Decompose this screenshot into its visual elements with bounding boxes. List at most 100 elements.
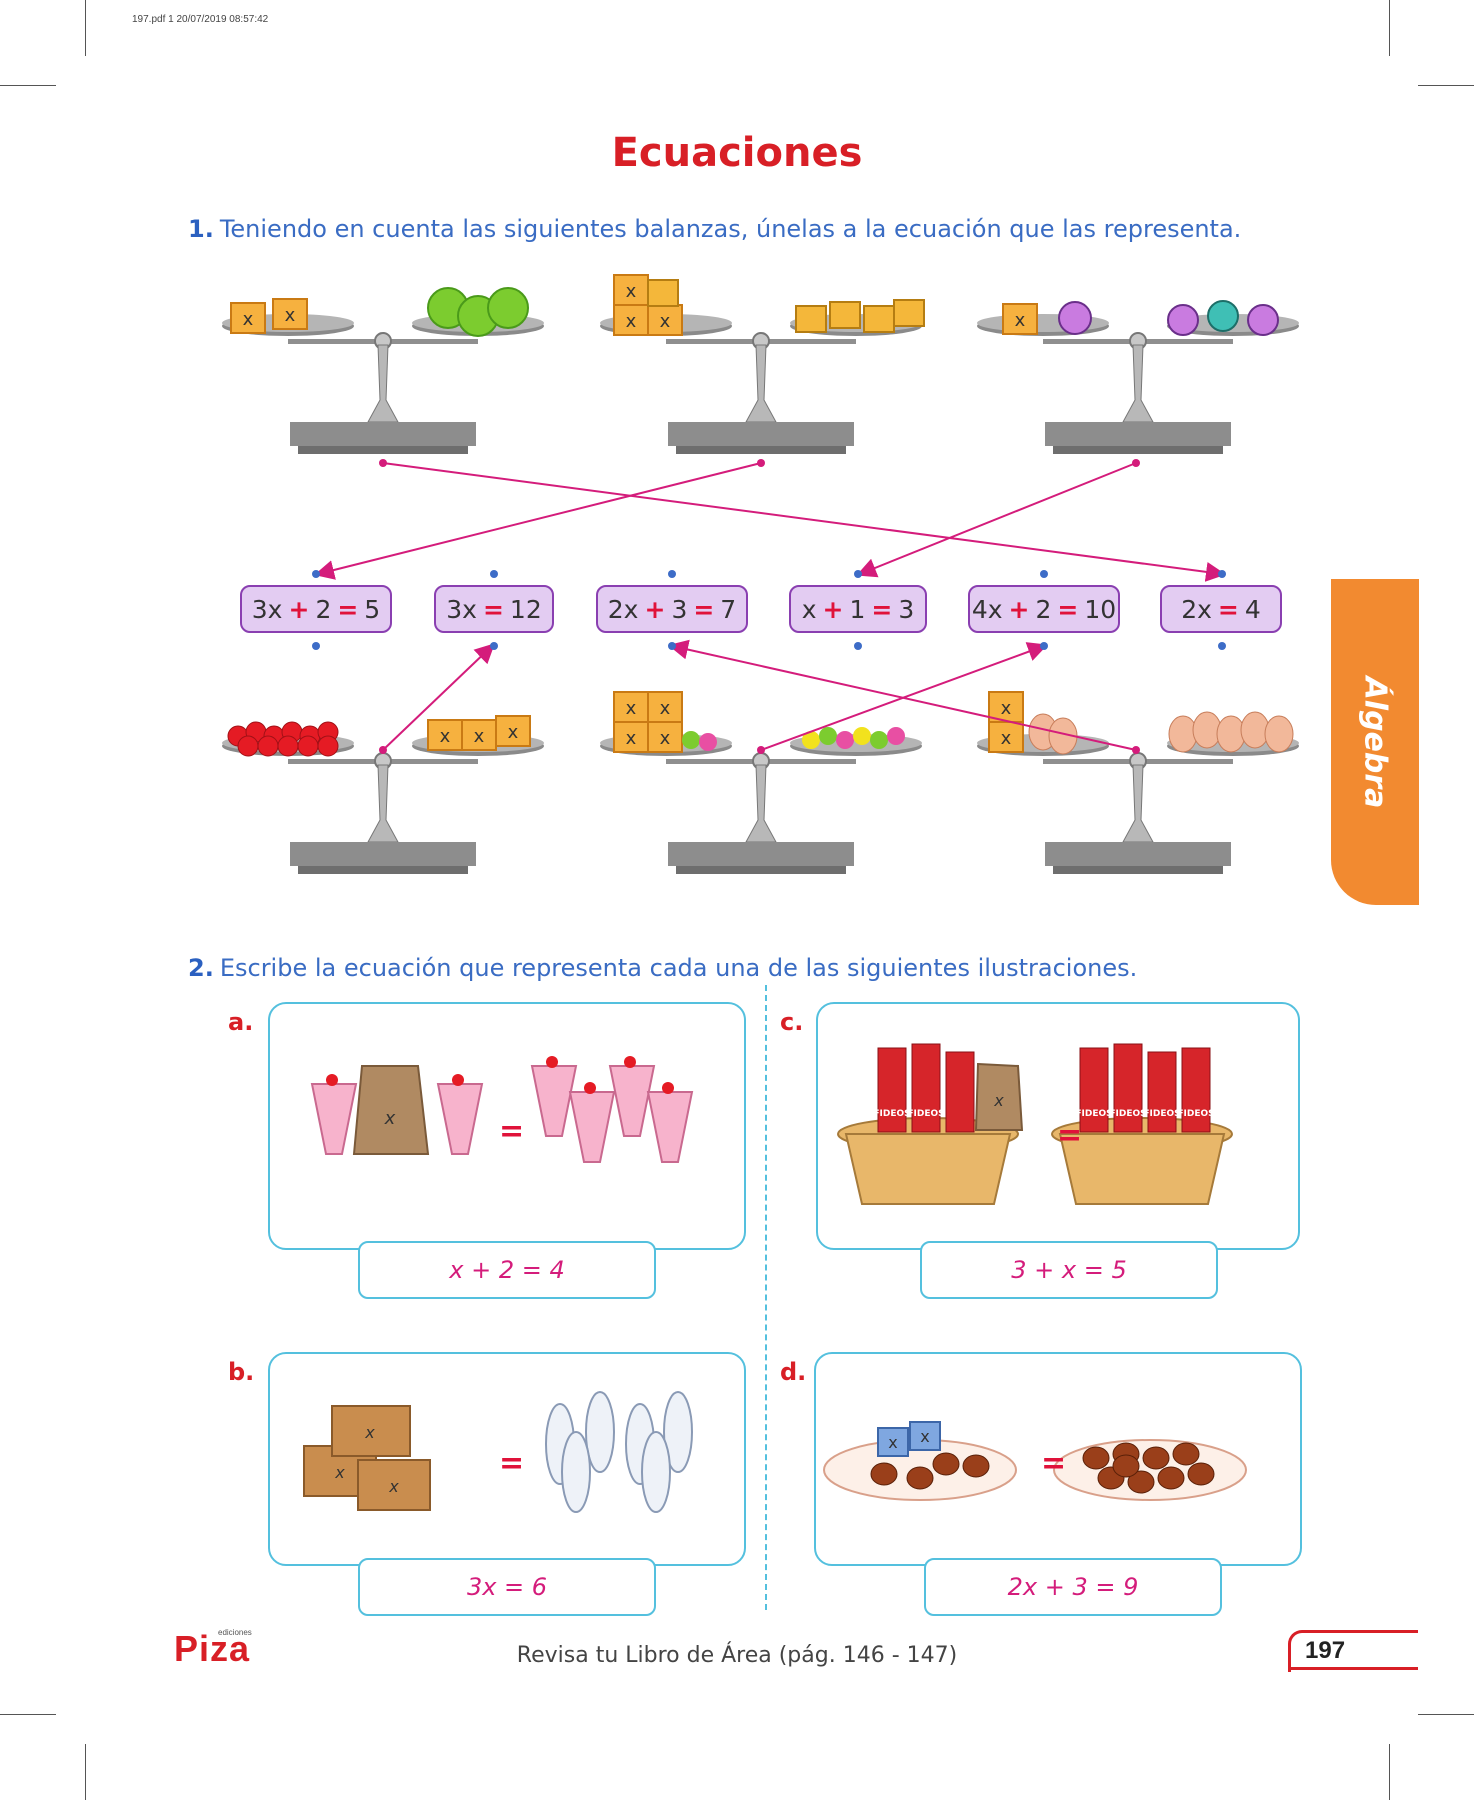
equals-sign: =: [482, 594, 504, 624]
illustration-panel-c: FIDEOS FIDEOS FIDEOS FIDEOS FIDEOS FIDEO…: [816, 1002, 1300, 1250]
equals-sign: =: [1041, 1446, 1067, 1481]
connector-dot[interactable]: [1040, 570, 1048, 578]
equation-term: 2x: [1181, 594, 1212, 624]
equals-sign: =: [871, 594, 893, 624]
equation-box[interactable]: 3x = 12: [434, 585, 554, 633]
equation-box[interactable]: 4x + 2 = 10: [968, 585, 1120, 633]
milkshakes-illustration: x: [310, 1056, 694, 1163]
footer-reference: Revisa tu Libro de Área (pág. 146 - 147): [516, 1643, 958, 1668]
crop-mark: [0, 1714, 56, 1715]
item-letter-b: b.: [228, 1358, 255, 1386]
exercise-2-instruction: 2. Escribe la ecuación que representa cad…: [188, 954, 1137, 982]
equation-term: 12: [509, 594, 542, 624]
equation-term: 4: [1244, 594, 1261, 624]
box-x-label: x: [388, 1477, 399, 1496]
plus-sign: +: [1008, 594, 1030, 624]
item-letter-c: c.: [780, 1008, 804, 1036]
connector-dot[interactable]: [854, 570, 862, 578]
illustration-panel-a: x: [268, 1002, 746, 1250]
balance-5: [599, 691, 923, 875]
balance-2: [599, 274, 925, 455]
acorns-illustration: x x: [823, 1421, 1247, 1501]
boxes-bowling-illustration: x x x: [303, 1391, 693, 1513]
answer-box-d[interactable]: 2x + 3 = 9: [924, 1558, 1222, 1616]
equation-term: 4x: [971, 594, 1003, 624]
exercise-1-number: 1.: [188, 215, 214, 243]
exercise-2-number: 2.: [188, 954, 214, 982]
equation-term: 10: [1084, 594, 1117, 624]
connector-dot[interactable]: [1218, 570, 1226, 578]
balance-4: [221, 715, 545, 875]
connector-dot[interactable]: [312, 642, 320, 650]
fideos-label: FIDEOS: [1143, 1109, 1180, 1119]
equation-box[interactable]: 2x = 4: [1160, 585, 1282, 633]
page-number: 197: [1288, 1630, 1418, 1672]
bag-x-label: x: [384, 1108, 396, 1129]
box-x-label: x: [364, 1423, 375, 1442]
equation-box[interactable]: 2x + 3 = 7: [596, 585, 748, 633]
answer-box-b[interactable]: 3x = 6: [358, 1558, 656, 1616]
crop-mark: [0, 85, 56, 86]
connector-dot[interactable]: [1218, 642, 1226, 650]
page-title: Ecuaciones: [611, 130, 863, 176]
item-letter-d: d.: [780, 1358, 807, 1386]
balance-3: [976, 300, 1300, 455]
equation-term: 7: [720, 594, 737, 624]
equation-box[interactable]: 3x + 2 = 5: [240, 585, 392, 633]
equation-term: 1: [849, 594, 866, 624]
equation-term: 2x: [607, 594, 639, 624]
connector-dot[interactable]: [854, 642, 862, 650]
exercise-2-text: Escribe la ecuación que representa cada …: [219, 954, 1138, 982]
publisher-logo: Piza: [174, 1628, 251, 1669]
section-tab-label: Álgebra: [1357, 676, 1393, 808]
connector-line: [856, 462, 1137, 578]
crop-mark: [1389, 0, 1390, 56]
fideos-label: FIDEOS: [1177, 1109, 1214, 1119]
fideos-label: FIDEOS: [907, 1109, 944, 1119]
equation-term: 3x: [446, 594, 477, 624]
section-tab: [1331, 579, 1419, 905]
fideos-label: FIDEOS: [1075, 1109, 1112, 1119]
plus-sign: +: [288, 594, 310, 624]
equals-sign: =: [693, 594, 715, 624]
exercise-1-instruction: 1. Teniendo en cuenta las siguientes bala…: [188, 215, 1241, 243]
item-letter-a: a.: [228, 1008, 254, 1036]
answer-box-c[interactable]: 3 + x = 5: [920, 1241, 1218, 1299]
plus-sign: +: [644, 594, 666, 624]
crop-mark: [1418, 85, 1474, 86]
connector-dot[interactable]: [1040, 642, 1048, 650]
connector-dot[interactable]: [490, 642, 498, 650]
box-x-label: x: [920, 1427, 929, 1446]
connector-dot[interactable]: [668, 642, 676, 650]
publisher-logo-sub: ediciones: [218, 1628, 252, 1637]
equation-term: 5: [364, 594, 381, 624]
equals-sign: =: [1217, 594, 1239, 624]
equation-term: 3: [898, 594, 915, 624]
answer-box-a[interactable]: x + 2 = 4: [358, 1241, 656, 1299]
equals-sign: =: [499, 1114, 525, 1149]
connector-dot[interactable]: [312, 570, 320, 578]
bag-x-label: x: [993, 1091, 1004, 1110]
crop-mark: [85, 0, 86, 56]
box-x-label: x: [334, 1463, 345, 1482]
balance-6: [976, 691, 1300, 875]
baskets-illustration: FIDEOS FIDEOS FIDEOS FIDEOS FIDEOS FIDEO…: [837, 1043, 1233, 1205]
equation-term: 2: [315, 594, 332, 624]
connector-line: [314, 462, 762, 580]
equals-sign: =: [337, 594, 359, 624]
box-x-label: x: [888, 1433, 897, 1452]
fideos-label: FIDEOS: [873, 1109, 910, 1119]
crop-mark: [1389, 1744, 1390, 1800]
plus-sign: +: [822, 594, 844, 624]
equals-sign: =: [1057, 594, 1079, 624]
equation-box[interactable]: x + 1 = 3: [789, 585, 927, 633]
equals-sign: =: [1057, 1118, 1083, 1153]
connector-dot[interactable]: [490, 570, 498, 578]
balance-1: [221, 287, 545, 455]
connector-dot[interactable]: [668, 570, 676, 578]
fideos-label: FIDEOS: [1109, 1109, 1146, 1119]
equation-term: 3: [671, 594, 688, 624]
print-metadata: 197.pdf 1 20/07/2019 08:57:42: [132, 14, 269, 25]
equation-term: 3x: [251, 594, 283, 624]
crop-mark: [1418, 1714, 1474, 1715]
